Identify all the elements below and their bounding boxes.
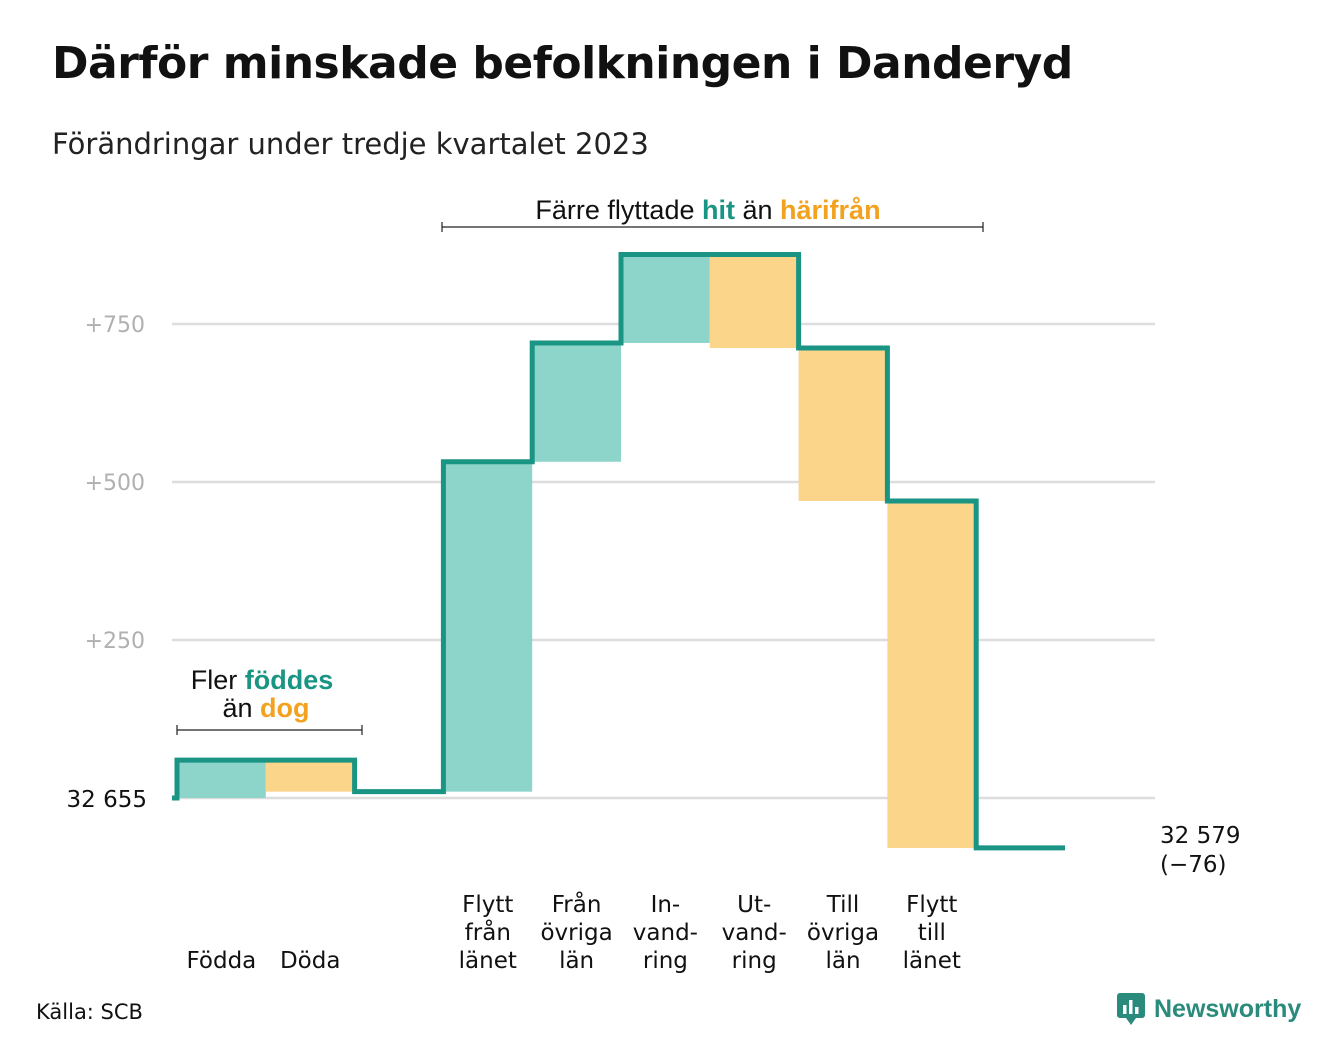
category-label: Döda [280,948,340,974]
waterfall-bar [621,254,710,343]
category-label: län [825,948,860,974]
births-annotation-plain-1: Fler [191,665,245,695]
waterfall-bar [265,760,355,792]
brand-logo[interactable]: Newsworthy [1116,992,1301,1026]
category-label: Ut- [737,892,771,918]
births-annotation-plain-2: än [222,693,260,723]
start-value-label: 32 655 [67,787,147,813]
category-label: Födda [187,948,257,974]
category-label: övriga [540,920,612,946]
chart-subtitle: Förändringar under tredje kvartalet 2023 [52,127,649,161]
waterfall-bar [177,760,266,798]
chart-title: Därför minskade befolkningen i Danderyd [52,38,1073,89]
category-label: ring [643,948,688,974]
category-label: Från [552,890,602,918]
category-label: övriga [807,920,879,946]
category-label: Flytt [906,892,957,918]
cumulative-line [172,251,1065,851]
births-annotation-accent-2: dog [260,693,309,723]
waterfall-bar [532,342,621,462]
y-tick-label: +250 [85,629,145,654]
moves-annotation-plain-1: Färre flyttade [535,195,702,225]
y-tick-label: +750 [85,313,145,338]
moves-annotation-plain-2: än [735,195,780,225]
category-label: Till [826,892,860,918]
category-label: länet [459,948,517,974]
moves-annotation: Färre flyttade hit än härifrån [535,195,880,225]
end-value-label: 32 579 [1160,823,1240,849]
waterfall-bar [798,348,888,501]
moves-annotation-accent-harifran: härifrån [780,195,881,225]
brand-name: Newsworthy [1154,994,1302,1023]
category-label: län [559,948,594,974]
births-annotation-line2: än dog [222,693,309,723]
waterfall-bar [709,254,799,349]
newsworthy-logo-icon [1117,993,1145,1025]
category-label: In- [651,892,681,918]
end-change-label: (−76) [1160,852,1226,878]
births-annotation: Fler föddes [191,665,334,695]
category-label: från [465,918,511,946]
category-label: vand- [722,920,787,946]
births-annotation-accent-1: föddes [245,665,334,695]
category-label: Flytt [462,892,513,918]
waterfall-bar [443,461,533,792]
waterfall-bar [887,500,977,848]
category-label: vand- [633,920,698,946]
category-label: till [918,920,946,946]
moves-annotation-accent-hit: hit [702,195,735,225]
category-label: ring [732,948,777,974]
category-label: länet [903,948,961,974]
source-note: Källa: SCB [36,1000,143,1024]
y-tick-label: +500 [85,471,145,496]
